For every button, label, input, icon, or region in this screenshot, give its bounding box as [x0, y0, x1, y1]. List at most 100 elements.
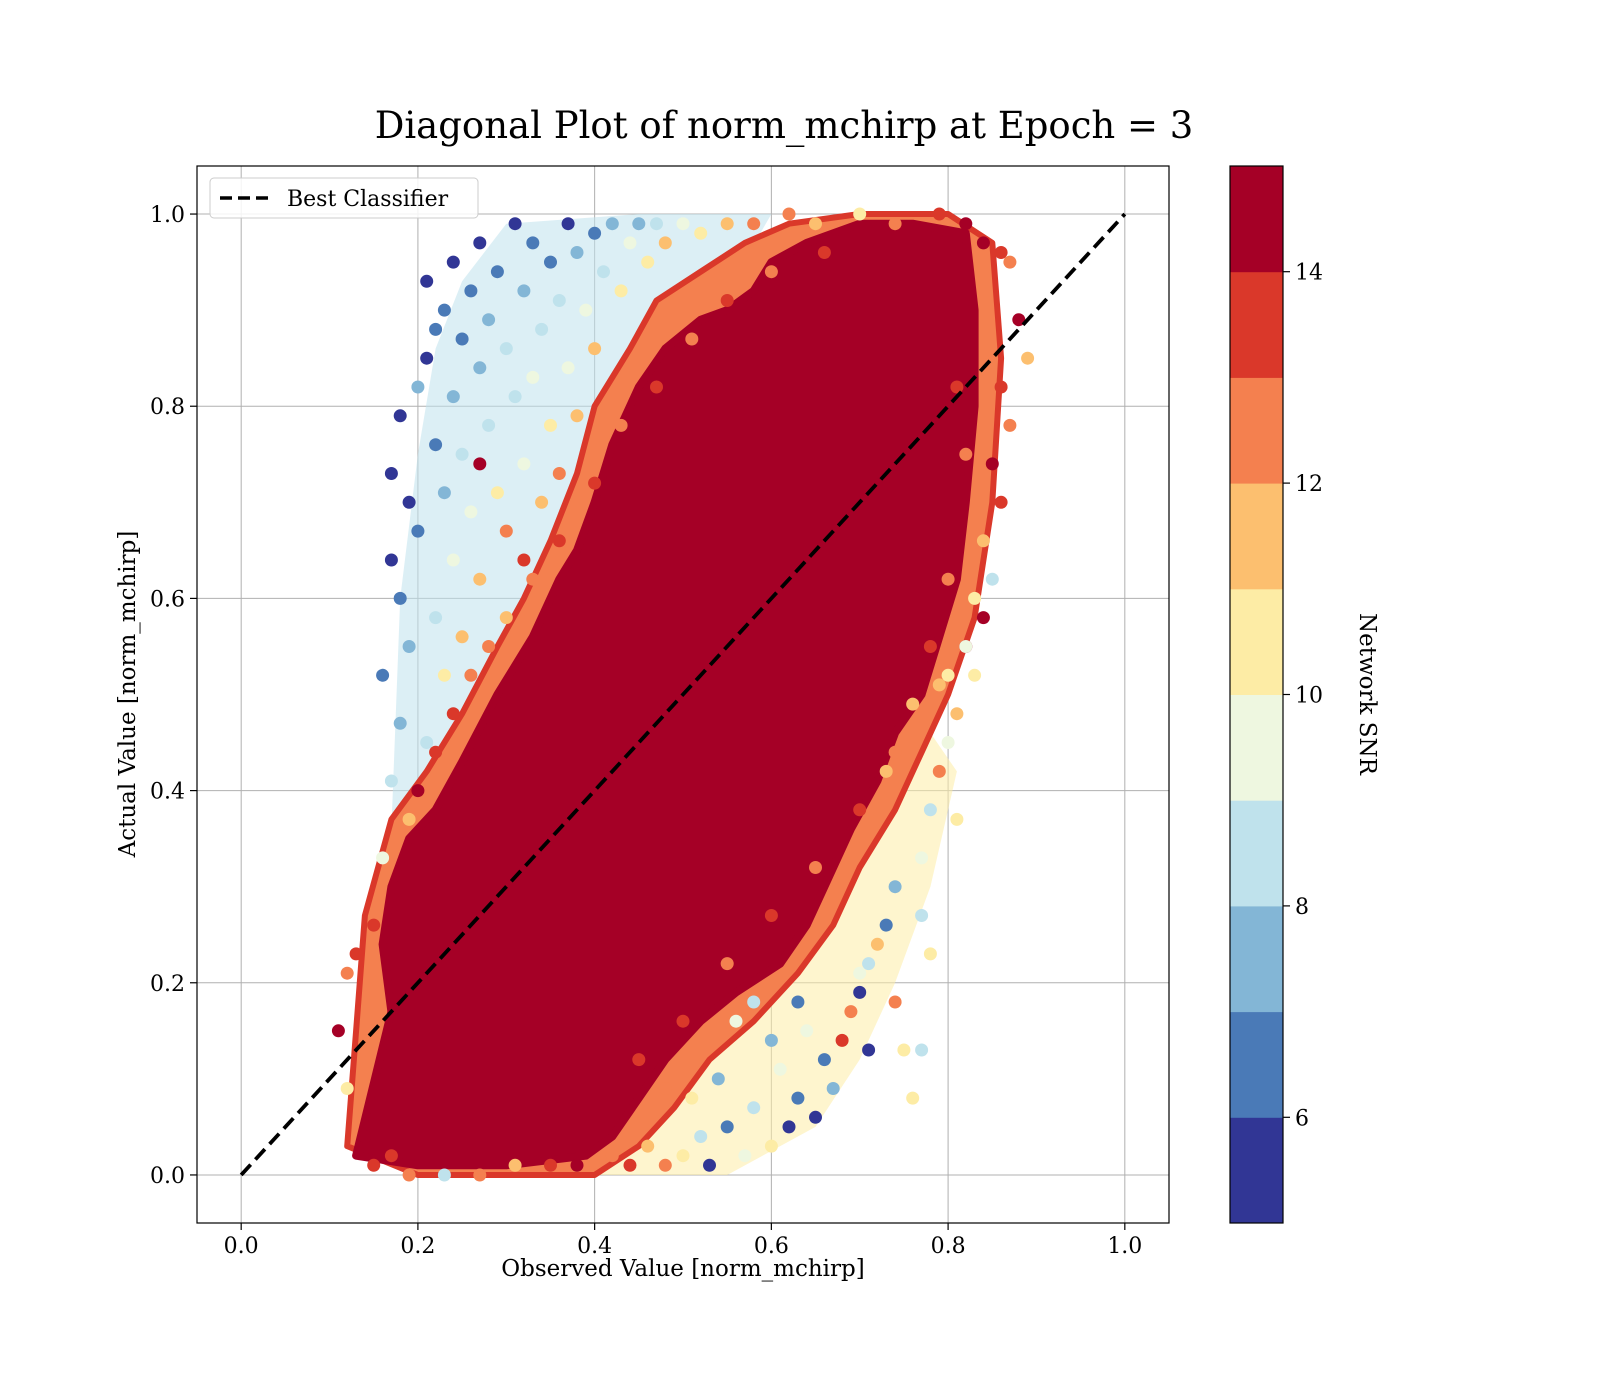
scatter-point — [376, 668, 390, 682]
scatter-point — [650, 217, 663, 231]
scatter-point — [1021, 351, 1035, 365]
scatter-point — [579, 303, 593, 317]
colorbar-ticks: 6 8 10 12 14 — [1283, 261, 1323, 1131]
scatter-point — [764, 909, 778, 922]
scatter-point — [685, 332, 699, 346]
scatter-point — [791, 1091, 805, 1105]
scatter-point — [853, 803, 867, 817]
scatter-point — [720, 294, 734, 307]
scatter-point — [482, 640, 496, 653]
colorbar-bin — [1230, 800, 1283, 907]
scatter-point — [932, 207, 946, 221]
scatter-point — [517, 553, 531, 567]
colorbar-bin — [1230, 271, 1283, 378]
scatter-point — [932, 678, 946, 692]
scatter-point — [897, 1043, 911, 1057]
scatter-point — [720, 217, 734, 231]
scatter-point — [676, 1014, 690, 1028]
scatter-point — [782, 1120, 796, 1134]
legend-label-best-classifier: Best Classifier — [287, 187, 449, 212]
scatter-point — [544, 418, 557, 432]
scatter-point — [473, 457, 487, 471]
scatter-point — [641, 1139, 655, 1153]
scatter-point — [411, 784, 425, 798]
plot-frame — [196, 165, 1170, 1224]
x-tick-label: 1.0 — [1107, 1234, 1142, 1259]
scatter-point — [879, 918, 893, 932]
scatter-point — [650, 380, 663, 394]
scatter-point — [844, 1005, 858, 1019]
scatter-point — [923, 803, 937, 817]
scatter-point — [809, 217, 822, 231]
scatter-point — [429, 745, 443, 759]
scatter-point — [915, 1043, 929, 1057]
scatter-point — [641, 255, 655, 269]
scatter-point — [464, 284, 478, 298]
scatter-point — [888, 745, 902, 759]
scatter-point — [968, 591, 982, 605]
scatter-point — [906, 1091, 920, 1105]
scatter-point — [482, 313, 496, 327]
scatter-point — [473, 236, 487, 250]
scatter-point — [703, 1158, 716, 1172]
scatter-point — [1003, 418, 1017, 432]
scatter-point — [420, 351, 434, 365]
scatter-density-regions — [344, 211, 1005, 1178]
scatter-point — [437, 303, 451, 317]
scatter-point — [446, 707, 460, 721]
x-tick-label: 0.4 — [577, 1234, 612, 1259]
scatter-point — [367, 1158, 381, 1172]
colorbar-tick-label: 14 — [1295, 261, 1323, 286]
scatter-point — [544, 1158, 557, 1172]
scatter-point — [923, 947, 937, 961]
colorbar-label: Network SNR — [1354, 613, 1380, 776]
colorbar-tick-label: 6 — [1295, 1106, 1309, 1131]
scatter-point — [455, 447, 469, 461]
scatter-point — [411, 524, 425, 538]
scatter-point — [464, 505, 478, 519]
scatter-point — [455, 332, 469, 346]
best-classifier-line — [239, 212, 1127, 1177]
scatter-point — [384, 774, 398, 788]
scatter-point — [941, 572, 955, 586]
scatter-point — [526, 572, 540, 586]
scatter-point — [764, 265, 778, 279]
scatter-point — [959, 217, 973, 231]
colorbar — [1230, 166, 1283, 1224]
colorbar-tick-label: 12 — [1295, 472, 1323, 497]
scatter-point — [782, 207, 796, 221]
scatter-point — [888, 995, 902, 1009]
scatter-point — [526, 236, 540, 250]
scatter-point — [402, 495, 416, 509]
scatter-point — [473, 572, 487, 586]
scatter-point — [437, 1168, 451, 1182]
scatter-point — [499, 524, 513, 538]
colorbar-tick-label: 8 — [1295, 895, 1309, 920]
scatter-point — [429, 611, 443, 625]
scatter-point — [826, 1082, 840, 1095]
scatter-point — [976, 534, 990, 548]
colorbar-tick-label: 10 — [1295, 684, 1323, 709]
scatter-point — [950, 380, 964, 394]
scatter-point — [446, 553, 460, 567]
scatter-point — [658, 1082, 672, 1095]
scatter-point — [694, 226, 708, 240]
y-tick-label: 0.4 — [150, 780, 185, 805]
scatter-point — [367, 918, 381, 932]
scatter-point — [561, 217, 575, 231]
scatter-point — [552, 534, 566, 548]
colorbar-bin — [1230, 905, 1283, 1013]
scatter-point — [747, 1101, 761, 1115]
scatter-point — [588, 226, 602, 240]
scatter-point — [384, 1149, 398, 1163]
scatter-point — [658, 236, 672, 250]
scatter-point — [968, 668, 982, 682]
colorbar-bin — [1230, 377, 1283, 484]
scatter-point — [853, 207, 867, 221]
scatter-point — [535, 495, 549, 509]
scatter-point — [694, 1130, 708, 1143]
scatter-point — [552, 294, 566, 307]
scatter-point — [570, 409, 584, 423]
x-tick-label: 0.8 — [931, 1234, 966, 1259]
scatter-point — [508, 217, 522, 231]
